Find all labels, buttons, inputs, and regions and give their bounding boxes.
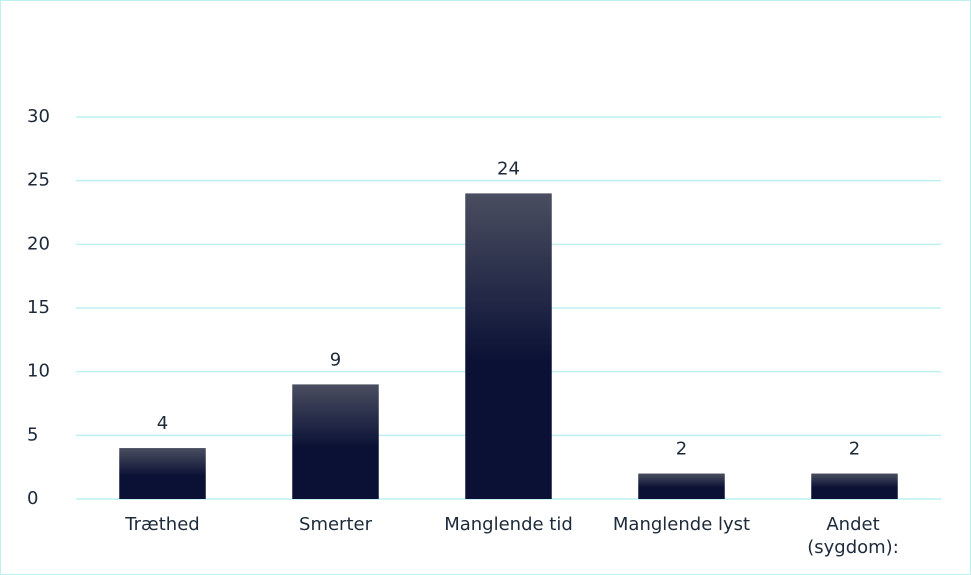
x-tick-label: Manglende lyst <box>612 514 751 535</box>
bar <box>292 384 379 499</box>
y-tick-label: 5 <box>27 424 38 445</box>
bar <box>119 448 206 499</box>
data-label: 9 <box>330 349 341 370</box>
data-label: 2 <box>676 439 687 460</box>
y-tick-label: 15 <box>27 297 50 318</box>
x-tick-label: Andet (sygdom): <box>807 514 899 558</box>
y-tick-label: 25 <box>27 170 50 191</box>
y-tick-label: 20 <box>27 233 50 254</box>
data-label: 4 <box>157 413 168 434</box>
y-tick-label: 10 <box>27 361 50 382</box>
data-label: 24 <box>497 158 520 179</box>
x-tick-label: Smerter <box>299 514 372 535</box>
bar <box>638 473 725 499</box>
y-tick-label: 0 <box>27 488 38 509</box>
y-tick-label: 30 <box>27 106 50 127</box>
x-tick-label: Manglende tid <box>444 514 573 535</box>
data-label: 2 <box>849 439 860 460</box>
bar <box>811 473 898 499</box>
x-tick-label: Træthed <box>125 514 200 535</box>
bar <box>465 193 552 499</box>
